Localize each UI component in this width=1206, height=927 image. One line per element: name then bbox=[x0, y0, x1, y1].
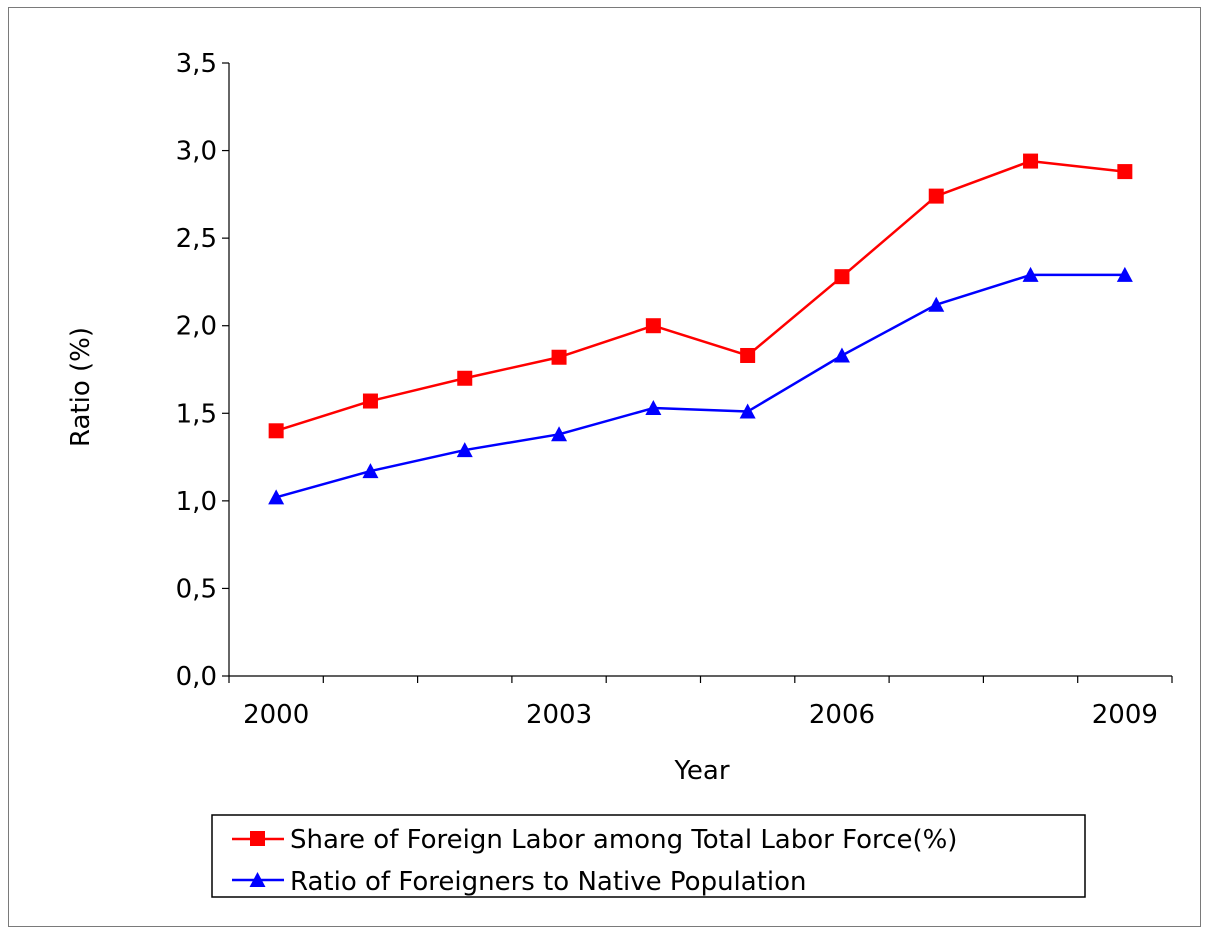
data-point-triangle bbox=[268, 489, 285, 505]
series-1-line bbox=[275, 159, 1125, 432]
data-point-triangle bbox=[1116, 266, 1133, 282]
data-point-triangle bbox=[833, 347, 850, 363]
data-point-triangle bbox=[739, 403, 756, 419]
data-point-square bbox=[834, 269, 850, 285]
data-point-square bbox=[645, 318, 661, 334]
data-point-triangle bbox=[645, 400, 662, 416]
y-tick-label: 2,5 bbox=[176, 224, 217, 254]
legend: Share of Foreign Labor among Total Labor… bbox=[211, 814, 1086, 898]
data-point-square bbox=[268, 423, 284, 439]
data-point-square bbox=[457, 370, 473, 386]
data-point-triangle bbox=[928, 296, 945, 312]
y-tick-label: 0,0 bbox=[176, 662, 217, 692]
data-point-square bbox=[1117, 164, 1133, 180]
y-tick-label: 0,5 bbox=[176, 574, 217, 604]
legend-label-series-2: Ratio of Foreigners to Native Population bbox=[290, 867, 807, 897]
legend-marker-series-1 bbox=[250, 831, 265, 846]
chart-axes bbox=[222, 62, 1173, 683]
data-point-triangle bbox=[1022, 266, 1039, 282]
legend-box bbox=[211, 814, 1086, 898]
series-2-line bbox=[275, 273, 1125, 499]
series-layer bbox=[268, 153, 1133, 505]
data-point-square bbox=[551, 349, 567, 365]
x-tick-label: 2009 bbox=[1092, 700, 1158, 730]
x-axis-tick-labels: 2000 2003 2006 2009 bbox=[243, 700, 1158, 730]
data-point-triangle bbox=[456, 442, 473, 458]
x-tick-label: 2000 bbox=[243, 700, 309, 730]
legend-marker-series-2 bbox=[249, 872, 266, 887]
y-axis-tick-labels: 0,0 0,5 1,0 1,5 2,0 2,5 3,0 3,5 bbox=[176, 49, 217, 692]
y-axis-label: Ratio (%) bbox=[66, 327, 96, 447]
y-tick-label: 3,0 bbox=[176, 137, 217, 167]
x-tick-label: 2006 bbox=[809, 700, 875, 730]
y-tick-label: 1,5 bbox=[176, 399, 217, 429]
data-point-triangle bbox=[362, 463, 379, 479]
data-point-square bbox=[928, 188, 944, 204]
data-point-square bbox=[1023, 153, 1039, 169]
series-2 bbox=[268, 266, 1133, 505]
x-axis-label: Year bbox=[673, 756, 729, 786]
y-tick-label: 1,0 bbox=[176, 487, 217, 517]
series-1 bbox=[268, 153, 1133, 439]
data-point-triangle bbox=[551, 426, 568, 442]
data-point-square bbox=[740, 347, 756, 363]
y-tick-label: 3,5 bbox=[176, 49, 217, 79]
legend-label-series-1: Share of Foreign Labor among Total Labor… bbox=[290, 825, 957, 855]
y-tick-label: 2,0 bbox=[176, 312, 217, 342]
x-tick-label: 2003 bbox=[526, 700, 592, 730]
data-point-square bbox=[362, 393, 378, 409]
